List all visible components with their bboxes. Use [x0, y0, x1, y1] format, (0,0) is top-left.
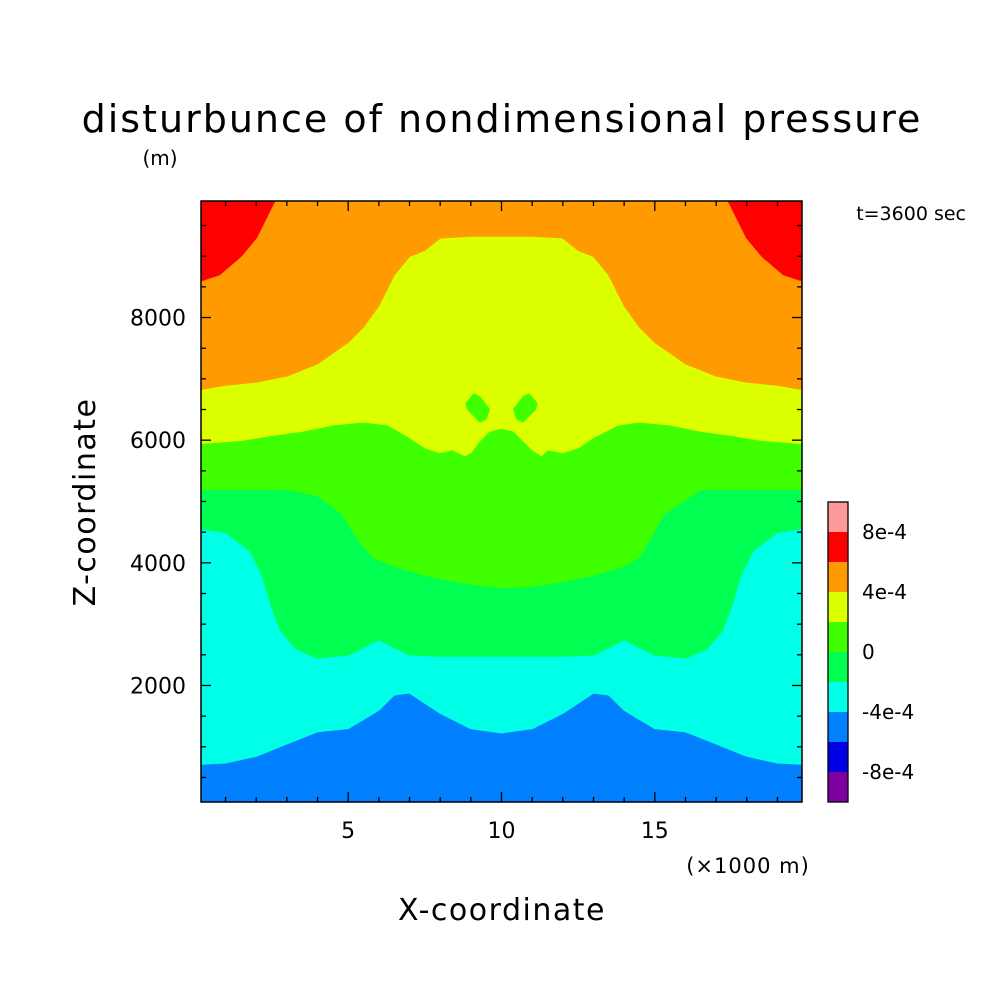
y-tick-label: 4000: [130, 552, 186, 577]
colorbar-band: [828, 682, 848, 712]
y-tick-label: 6000: [130, 429, 186, 454]
colorbar-band: [828, 772, 848, 802]
colorbar-frame: [827, 501, 849, 803]
contour-region-blob-left: [465, 393, 490, 423]
contour-region-band-6e-4-left: [201, 201, 276, 282]
colorbar-band: [828, 532, 848, 562]
y-tick-label: 8000: [130, 307, 186, 332]
colorbar-label: -4e-4: [862, 700, 914, 724]
contour-region-band-4e-4: [201, 201, 802, 391]
axis-ticks: [201, 201, 802, 802]
colorbar-label: -8e-4: [862, 760, 914, 784]
chart-title: disturbunce of nondimensional pressure: [82, 97, 923, 141]
colorbar-band: [828, 652, 848, 682]
x-axis-title: X-coordinate: [398, 893, 606, 928]
contour-region-blob-right: [513, 393, 538, 423]
x-units-label: (×1000 m): [686, 854, 810, 878]
colorbar-band: [828, 742, 848, 772]
units-label: (m): [142, 146, 177, 170]
colorbar-band: [828, 592, 848, 622]
time-label: t=3600 sec: [856, 203, 966, 225]
colorbar: [827, 501, 849, 803]
colorbar-label: 4e-4: [862, 580, 907, 604]
contour-region-band-6e-4-right: [727, 201, 802, 282]
colorbar-band: [828, 622, 848, 652]
x-tick-label: 15: [641, 819, 669, 844]
colorbar-band: [828, 712, 848, 742]
x-tick-label: 10: [488, 819, 516, 844]
colorbar-band: [828, 502, 848, 532]
colorbar-label: 0: [862, 640, 875, 664]
colorbar-band: [828, 562, 848, 592]
y-axis-title: Z-coordinate: [68, 398, 103, 607]
colorbar-label: 8e-4: [862, 520, 907, 544]
x-tick-label: 5: [341, 819, 355, 844]
y-tick-label: 2000: [130, 674, 186, 699]
plot-area: [201, 201, 802, 802]
